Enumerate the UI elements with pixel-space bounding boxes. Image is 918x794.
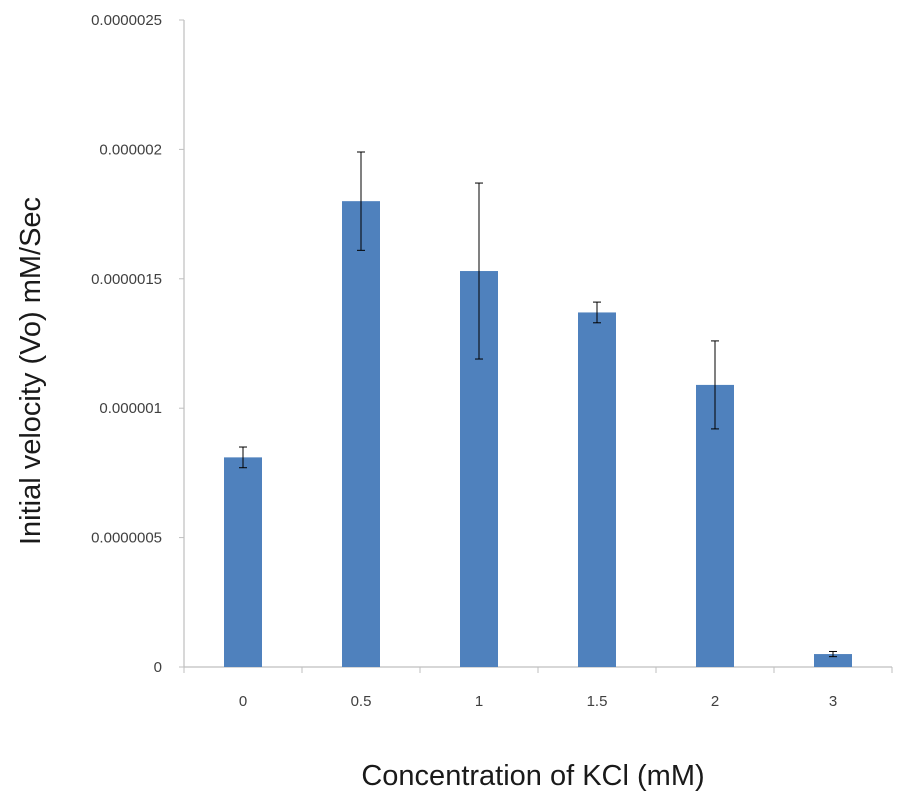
- bar: [224, 457, 262, 667]
- x-tick-label: 1: [475, 693, 483, 710]
- x-tick-label: 1.5: [587, 693, 608, 710]
- y-tick-label: 0.0000005: [91, 530, 162, 547]
- x-tick-label: 0: [239, 693, 247, 710]
- x-tick-label: 2: [711, 693, 719, 710]
- x-tick-label: 3: [829, 693, 837, 710]
- error-bar: [239, 446, 247, 469]
- x-tick-labels: 0 0.5 1 1.5 2 3: [183, 667, 893, 710]
- y-tick-labels: 0 0.0000005 0.000001 0.0000015 0.000002 0.000…: [91, 12, 184, 676]
- error-bars: [239, 151, 837, 658]
- bars: [224, 201, 852, 667]
- bar: [696, 384, 734, 667]
- y-tick-label: 0.0000015: [91, 271, 162, 288]
- y-tick-label: 0.000001: [99, 400, 162, 417]
- y-tick-label: 0.0000025: [91, 12, 162, 29]
- y-axis-title: Initial velocity (Vo) mM/Sec: [15, 197, 47, 545]
- bar: [342, 201, 380, 667]
- error-bar: [357, 151, 365, 251]
- x-axis-title: Concentration of KCl (mM): [361, 760, 704, 792]
- error-bar: [475, 182, 483, 360]
- error-bar: [711, 340, 719, 430]
- bar: [578, 312, 616, 667]
- y-tick-label: 0: [154, 659, 162, 676]
- error-bar: [593, 301, 601, 324]
- x-tick-label: 0.5: [351, 693, 372, 710]
- y-tick-label: 0.000002: [99, 141, 162, 158]
- bar: [814, 654, 852, 667]
- error-bar: [829, 650, 837, 658]
